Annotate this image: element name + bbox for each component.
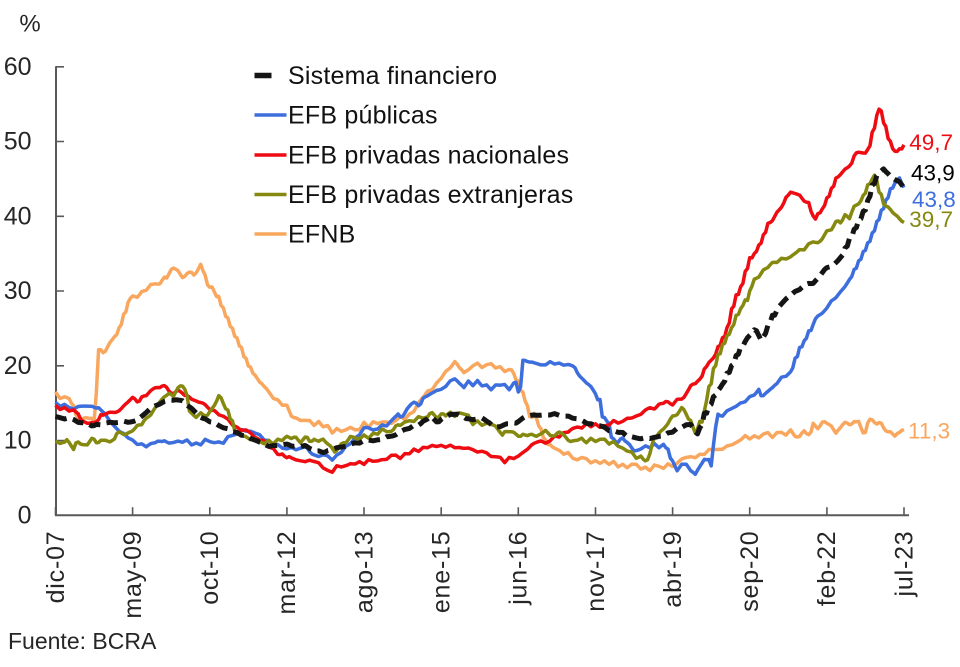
svg-text:ene-15: ene-15 [428,531,456,614]
svg-text:20: 20 [4,352,32,380]
svg-text:%: % [19,11,40,38]
svg-text:may-09: may-09 [119,531,147,619]
svg-text:30: 30 [4,277,32,305]
svg-text:EFNB: EFNB [288,221,355,249]
svg-text:ago-13: ago-13 [350,531,378,614]
svg-text:EFB privadas extranjeras: EFB privadas extranjeras [288,181,573,209]
svg-text:Sistema financiero: Sistema financiero [288,62,497,90]
svg-text:mar-12: mar-12 [273,531,301,615]
svg-text:jul-23: jul-23 [890,531,918,598]
svg-text:39,7: 39,7 [909,207,953,232]
svg-text:EFB públicas: EFB públicas [288,102,438,130]
svg-text:sep-20: sep-20 [736,531,764,612]
svg-text:40: 40 [4,203,32,231]
svg-text:0: 0 [18,502,32,530]
svg-text:jun-16: jun-16 [505,531,533,606]
svg-text:Fuente: BCRA: Fuente: BCRA [8,628,157,654]
svg-text:11,3: 11,3 [908,419,950,444]
svg-text:EFB privadas nacionales: EFB privadas nacionales [288,142,569,170]
svg-text:49,7: 49,7 [909,130,953,155]
svg-text:oct-10: oct-10 [196,531,224,605]
svg-text:43,8: 43,8 [912,187,956,212]
svg-text:feb-22: feb-22 [813,531,841,607]
svg-text:60: 60 [4,53,32,81]
svg-text:abr-19: abr-19 [659,531,687,608]
svg-text:10: 10 [4,427,32,455]
svg-text:nov-17: nov-17 [582,531,610,612]
svg-text:dic-07: dic-07 [42,531,70,604]
svg-text:43,9: 43,9 [911,161,955,186]
svg-text:50: 50 [4,128,32,156]
